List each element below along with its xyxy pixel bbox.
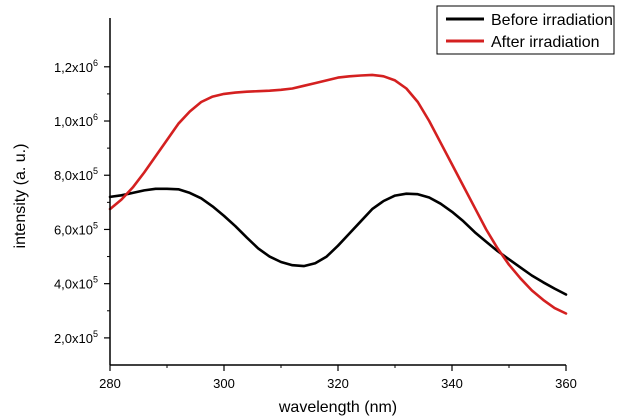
x-tick-label: 340 xyxy=(441,376,463,391)
x-tick-label: 360 xyxy=(555,376,577,391)
y-tick-label: 1,2x106 xyxy=(54,58,98,75)
y-axis-title: intensity (a. u.) xyxy=(12,144,29,249)
legend-label-before: Before irradiation xyxy=(491,12,613,29)
series-layer xyxy=(108,73,568,315)
legend-label-after: After irradiation xyxy=(491,34,600,51)
legend[interactable]: Before irradiation After irradiation xyxy=(436,5,615,55)
x-tick-label: 300 xyxy=(213,376,235,391)
y-tick-label: 4,0x105 xyxy=(54,275,98,292)
series-line-after-irradiation xyxy=(108,73,568,315)
y-tick-label: 2,0x105 xyxy=(54,329,98,346)
y-tick-label: 8,0x105 xyxy=(54,166,98,183)
series-line-before-irradiation xyxy=(108,187,568,296)
ticks-layer: 280 300 320 340 360 2,0x105 4,0x105 6,0x105 8,0x… xyxy=(54,58,577,391)
axes-layer xyxy=(109,18,566,366)
y-tick-label: 1,0x106 xyxy=(54,112,98,129)
x-axis-title: wavelength (nm) xyxy=(278,399,397,416)
x-tick-label: 280 xyxy=(99,376,121,391)
y-tick-label: 6,0x105 xyxy=(54,220,98,237)
legend-box xyxy=(436,5,615,55)
x-tick-label: 320 xyxy=(327,376,349,391)
